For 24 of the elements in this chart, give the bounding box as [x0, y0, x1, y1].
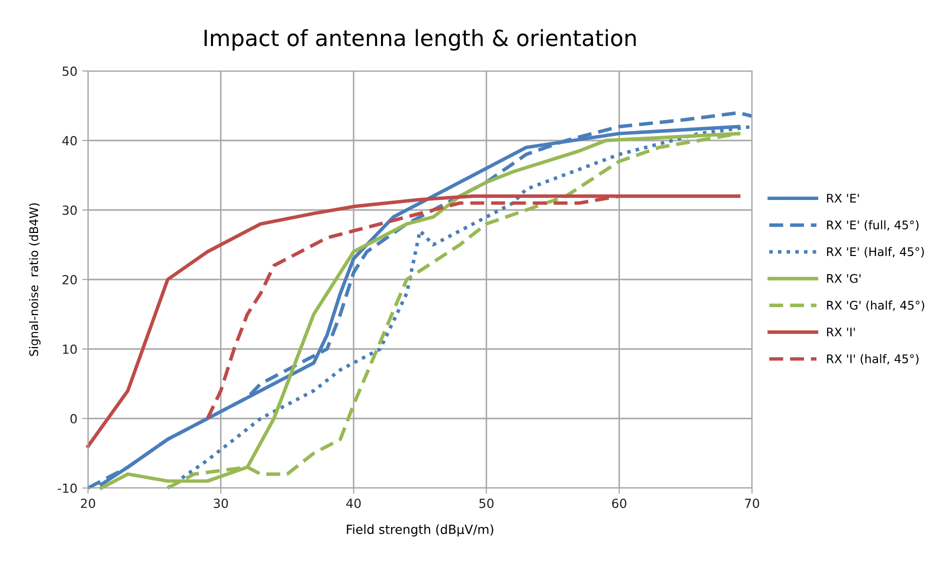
legend-label: RX 'E' (Half, 45°): [827, 247, 924, 258]
legend-label: RX 'E': [827, 194, 859, 202]
legend-label: RX 'E' (full, 45°): [827, 220, 919, 231]
y-axis-title: Signal-noise ratio (dB4W): [29, 203, 40, 356]
legend-label: RX 'G': [827, 274, 860, 283]
y-tick-label: 0: [70, 414, 77, 424]
y-tick-label: 10: [63, 344, 77, 354]
legend-label: RX 'I': [827, 328, 855, 336]
chart-title: Impact of antenna length & orientation: [204, 29, 636, 51]
y-tick-label: 30: [62, 205, 77, 215]
y-tick-label: -10: [58, 483, 77, 493]
x-tick-label: 70: [745, 498, 760, 508]
legend-label: RX 'G' (half, 45°): [827, 300, 924, 312]
line-series: [86, 194, 740, 448]
x-tick-label: 30: [214, 498, 228, 508]
x-tick-label: 20: [80, 498, 96, 508]
x-tick-label: 50: [479, 498, 494, 508]
y-tick-label: 20: [62, 274, 77, 284]
x-tick-label: 40: [346, 498, 361, 508]
y-tick-label: 50: [62, 66, 77, 76]
y-tick-label: 40: [62, 136, 77, 146]
x-axis-title: Field strength (dBµV/m): [346, 524, 494, 536]
legend-label: RX 'I' (half, 45°): [827, 354, 918, 365]
x-tick-label: 60: [612, 498, 626, 508]
